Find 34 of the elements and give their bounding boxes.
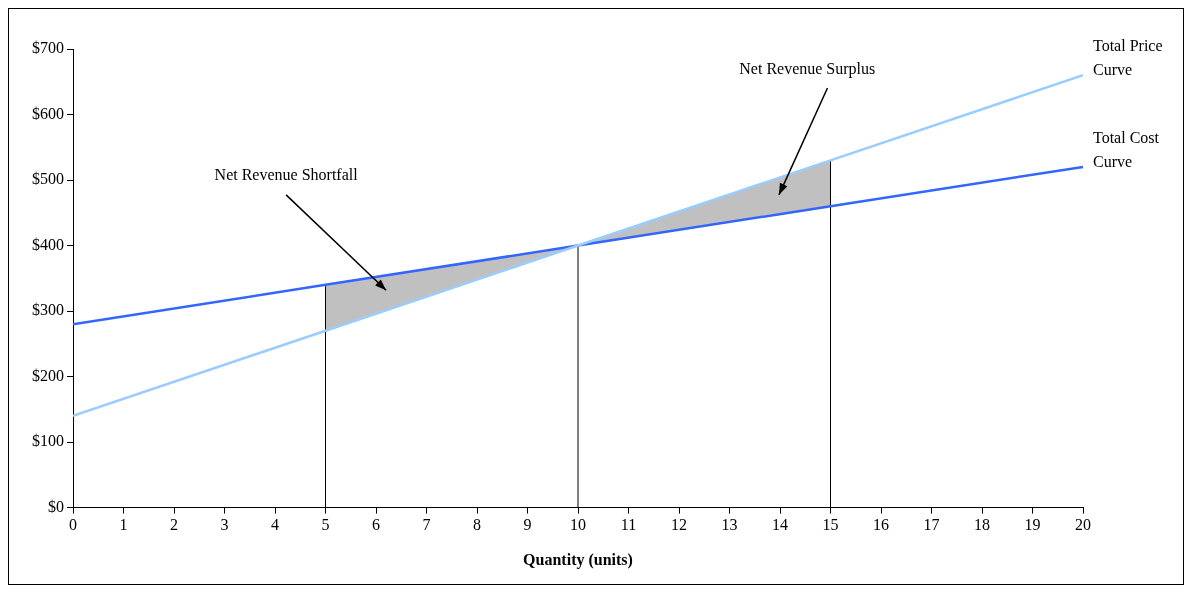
x-tick-label: 19: [1024, 516, 1041, 534]
x-tick-label: 16: [873, 516, 889, 534]
x-tick-label: 7: [422, 516, 431, 534]
x-tick-label: 10: [570, 516, 586, 534]
annotation: Net Revenue Surplus: [739, 59, 876, 78]
annotation: Net Revenue Shortfall: [214, 166, 359, 184]
y-tick-label: $300: [32, 301, 64, 319]
x-tick-label: 11: [620, 516, 637, 534]
x-tick-label: 0: [69, 516, 77, 534]
y-tick-label: $0: [48, 497, 64, 515]
y-tick-label: $700: [32, 39, 64, 57]
y-tick-label: $200: [32, 366, 64, 384]
x-tick-label: 5: [321, 516, 330, 534]
x-tick-label: 12: [671, 516, 687, 534]
x-tick-label: 20: [1075, 516, 1091, 534]
x-axis-title: Quantity (units): [523, 550, 633, 569]
series-label: Total Price Curve: [1093, 37, 1163, 79]
x-tick-label: 18: [974, 516, 990, 534]
x-tick-label: 13: [721, 516, 738, 534]
y-tick-label: $100: [32, 432, 64, 450]
x-tick-label: 8: [473, 516, 481, 534]
x-tick-label: 2: [170, 516, 178, 534]
series-label: Total Cost Curve: [1093, 129, 1160, 171]
x-tick-label: 14: [772, 516, 788, 534]
x-tick-label: 4: [271, 516, 279, 534]
x-tick-label: 17: [923, 516, 940, 534]
y-tick-label: $400: [32, 235, 64, 253]
x-tick-label: 9: [523, 516, 532, 534]
x-tick-label: 1: [119, 516, 128, 534]
x-tick-label: 6: [372, 516, 380, 534]
x-tick-label: 3: [220, 516, 229, 534]
y-tick-label: $600: [32, 104, 64, 122]
y-tick-label: $500: [32, 170, 64, 188]
x-tick-label: 15: [822, 516, 839, 534]
